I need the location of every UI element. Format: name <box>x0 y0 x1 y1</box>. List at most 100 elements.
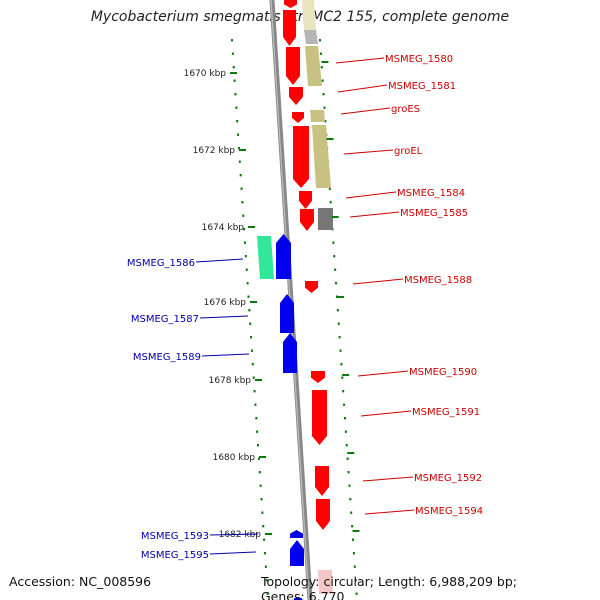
scale-dot <box>346 457 349 460</box>
reverse-gene-label[interactable]: MSMEG_1593 <box>141 531 209 542</box>
scale-dot <box>239 174 242 177</box>
scale-dot <box>343 417 346 420</box>
scale-dot <box>258 471 261 474</box>
gene-leader-line <box>352 278 404 285</box>
scale-dot <box>241 201 244 204</box>
feature-block <box>318 570 333 594</box>
reverse-gene-label[interactable]: MSMEG_1586 <box>127 258 195 269</box>
forward-gene-label[interactable]: MSMEG_1592 <box>414 473 482 484</box>
scale-dot <box>245 268 248 271</box>
scale-dot <box>332 241 335 244</box>
forward-gene-label[interactable]: MSMEG_1588 <box>404 275 472 286</box>
forward-gene-arrow[interactable] <box>283 10 296 46</box>
scale-dot <box>251 363 254 366</box>
feature-block <box>318 208 333 230</box>
scale-dot <box>323 106 326 109</box>
scale-dot <box>247 295 250 298</box>
forward-gene-arrow[interactable] <box>284 0 297 8</box>
scale-dot <box>328 187 331 190</box>
reverse-gene-arrow[interactable] <box>276 234 291 279</box>
scale-dot <box>233 79 236 82</box>
scale-tick-label: 1682 kbp <box>219 530 262 540</box>
topology-value: circular <box>323 574 370 589</box>
forward-gene-label[interactable]: groEL <box>394 146 423 157</box>
accession-label: Accession: <box>9 574 76 589</box>
forward-gene-arrow[interactable] <box>289 87 303 105</box>
forward-gene-arrow[interactable] <box>305 281 318 293</box>
scale-tick-label: 1676 kbp <box>204 298 247 308</box>
scale-dot <box>345 444 348 447</box>
scale-dot <box>334 268 337 271</box>
reverse-gene-label[interactable]: MSMEG_1595 <box>141 550 209 561</box>
forward-gene-label[interactable]: MSMEG_1590 <box>409 367 477 378</box>
forward-gene-arrow[interactable] <box>292 112 304 123</box>
scale-dot <box>329 201 332 204</box>
feature-block <box>304 30 318 44</box>
reverse-gene-arrow[interactable] <box>294 597 302 600</box>
scale-dot <box>347 471 350 474</box>
scale-dot <box>320 66 323 69</box>
scale-dot <box>244 255 247 258</box>
scale-dot <box>235 106 238 109</box>
scale-dot <box>342 390 345 393</box>
forward-gene-arrow[interactable] <box>293 126 309 188</box>
forward-gene-label[interactable]: MSMEG_1581 <box>388 81 456 92</box>
gene-leader-line <box>343 149 394 155</box>
forward-gene-label[interactable]: MSMEG_1580 <box>385 54 453 65</box>
scale-dot <box>246 282 249 285</box>
scale-dot <box>244 241 247 244</box>
genome-summary: Topology: circular; Length: 6,988,209 bp; … <box>261 574 600 600</box>
forward-gene-arrow[interactable] <box>286 47 300 85</box>
forward-gene-arrow[interactable] <box>300 209 314 231</box>
gene-leader-line <box>362 476 414 482</box>
gene-leader-line <box>335 57 385 64</box>
scale-dot <box>333 255 336 258</box>
reverse-gene-arrow[interactable] <box>290 530 303 538</box>
reverse-gene-arrow[interactable] <box>283 333 297 373</box>
scale-tick-label: 1680 kbp <box>213 453 256 463</box>
scale-dot <box>232 66 235 69</box>
scale-dot <box>322 93 325 96</box>
reverse-gene-label[interactable]: MSMEG_1589 <box>133 352 201 363</box>
scale-dot <box>231 52 234 55</box>
forward-gene-label[interactable]: groES <box>391 104 420 115</box>
gene-leader-line <box>360 410 412 417</box>
reverse-gene-arrow[interactable] <box>280 294 294 333</box>
scale-dot <box>324 120 327 123</box>
reverse-gene-arrow[interactable] <box>290 540 304 566</box>
scale-dot <box>348 484 351 487</box>
scale-dot <box>353 565 356 568</box>
scale-dot <box>263 538 266 541</box>
forward-gene-label[interactable]: MSMEG_1584 <box>397 188 465 199</box>
scale-dot <box>237 147 240 150</box>
scale-dot <box>355 592 358 595</box>
scale-dot <box>249 322 252 325</box>
scale-dot <box>337 322 340 325</box>
forward-gene-arrow[interactable] <box>316 499 330 530</box>
scale-tick-label: 1674 kbp <box>202 223 245 233</box>
forward-gene-arrow[interactable] <box>299 191 312 209</box>
scale-dot <box>354 579 357 582</box>
scale-dot <box>344 430 347 433</box>
forward-gene-arrow[interactable] <box>311 371 325 383</box>
scale-tick-label: 1672 kbp <box>193 146 236 156</box>
scale-dot <box>352 552 355 555</box>
scale-dot <box>242 214 245 217</box>
gene-leader-line <box>340 107 391 115</box>
gene-leader-line <box>201 353 250 357</box>
forward-gene-arrow[interactable] <box>312 390 327 445</box>
scale-dot <box>256 430 259 433</box>
scale-dot <box>352 538 355 541</box>
forward-gene-label[interactable]: MSMEG_1585 <box>400 208 468 219</box>
forward-gene-label[interactable]: MSMEG_1594 <box>415 506 483 517</box>
reverse-gene-label[interactable]: MSMEG_1587 <box>131 314 199 325</box>
gene-leader-line <box>345 191 397 199</box>
scale-dot <box>248 309 251 312</box>
forward-gene-label[interactable]: MSMEG_1591 <box>412 407 480 418</box>
feature-block <box>302 0 316 30</box>
scale-dot <box>254 403 257 406</box>
forward-gene-arrow[interactable] <box>315 466 329 496</box>
scale-dot <box>238 160 241 163</box>
scale-dot <box>319 39 321 42</box>
